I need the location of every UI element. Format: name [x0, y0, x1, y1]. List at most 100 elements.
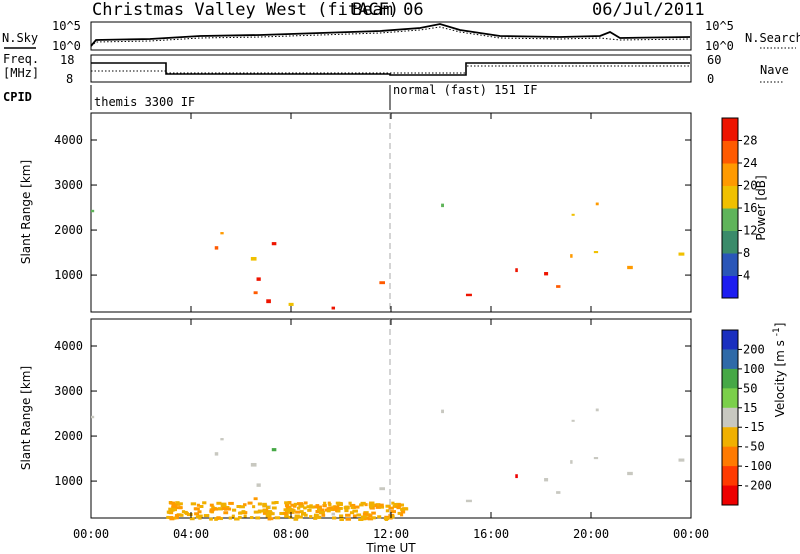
power-echo: [595, 202, 599, 206]
velocity-echo: [243, 503, 247, 507]
velocity-echo: [243, 514, 247, 518]
velocity-echo: [181, 510, 186, 514]
x-tick-label: 04:00: [173, 527, 209, 541]
velocity-echo: [393, 502, 397, 506]
velocity-colorbar-swatch: [722, 388, 738, 409]
velocity-echo: [364, 503, 368, 507]
velocity-echo: [283, 511, 288, 515]
velocity-echo: [377, 515, 382, 519]
velocity-echo: [304, 513, 308, 517]
velocity-echo: [328, 508, 335, 512]
velocity-echo: [266, 511, 272, 515]
nsearch-label: N.Search: [745, 31, 800, 45]
cpid-segment-2: normal (fast) 151 IF: [393, 83, 538, 97]
velocity-echo: [345, 513, 351, 517]
velocity-echo: [175, 501, 180, 505]
velocity-echo: [319, 508, 324, 512]
power-echo: [253, 291, 258, 295]
velocity-echo: [349, 503, 356, 507]
x-tick-label: 12:00: [373, 527, 409, 541]
velocity-echo: [315, 509, 321, 513]
site-title: Christmas Valley West (fitACF): [92, 0, 399, 20]
velocity-echo: [196, 503, 200, 507]
velocity-echo: [169, 508, 175, 512]
nsky-noise-line: [90, 23, 691, 47]
velocity-echo: [209, 503, 214, 507]
velocity-echo: [218, 507, 224, 511]
power-echo: [214, 246, 219, 250]
velocity-colorbar-swatch: [722, 330, 738, 350]
velocity-echo: [274, 500, 279, 504]
velocity-echo: [400, 507, 405, 511]
velocity-echo: [190, 502, 197, 506]
power-colorbar-swatch: [722, 118, 738, 141]
velocity-colorbar-swatch: [722, 407, 738, 428]
velocity-echo: [197, 514, 203, 518]
nsearch-tick-top: 10^5: [705, 19, 734, 33]
power-echo: [570, 254, 573, 258]
velocity-colorbar-swatch: [722, 446, 738, 467]
velocity-echo: [338, 506, 343, 510]
velocity-echo: [169, 517, 175, 521]
velocity-echo: [284, 514, 289, 518]
velocity-echo: [293, 517, 299, 521]
velocity-echo: [284, 501, 290, 505]
velocity-echo: [309, 504, 313, 508]
velocity-echo: [397, 511, 401, 515]
nsearch-tick-bottom: 10^0: [705, 39, 734, 53]
power-echo: [465, 293, 472, 297]
velocity-echo: [224, 505, 230, 509]
velocity-echo: [194, 507, 200, 511]
velocity-echo: [328, 502, 332, 506]
velocity-echo: [228, 501, 234, 505]
velocity-echo: [375, 505, 381, 509]
velocity-echo: [349, 511, 355, 515]
velocity-echo: [257, 510, 262, 514]
velocity-echo: [274, 516, 281, 520]
power-colorbar-tick: 28: [743, 134, 757, 148]
velocity-echo: [390, 510, 396, 514]
velocity-echo: [362, 512, 368, 516]
velocity-echo: [383, 517, 390, 521]
freq-label-2: [MHz]: [3, 66, 39, 80]
velocity-echo: [344, 509, 349, 513]
velocity-echo: [238, 515, 242, 519]
velocity-echo: [221, 507, 226, 511]
velocity-echo: [250, 462, 257, 467]
cpid-label: CPID: [3, 90, 32, 104]
velocity-echo: [288, 515, 293, 519]
velocity-echo: [291, 510, 295, 514]
power-echo: [441, 203, 445, 208]
power-echo: [593, 251, 599, 254]
freq-tick-bottom: 8: [66, 72, 73, 86]
power-colorbar-swatch: [722, 163, 738, 186]
velocity-echo: [398, 503, 405, 507]
velocity-echo: [360, 515, 367, 519]
velocity-echo: [389, 515, 395, 519]
velocity-colorbar-tick: 200: [743, 342, 765, 356]
velocity-echo: [379, 503, 384, 507]
velocity-colorbar-swatch: [722, 427, 738, 448]
nave-tick-top: 60: [707, 53, 721, 67]
velocity-echo: [296, 502, 301, 506]
velocity-echo: [307, 508, 312, 512]
velocity-echo: [356, 513, 362, 517]
velocity-echo: [262, 511, 269, 515]
velocity-echo: [174, 516, 179, 520]
velocity-colorbar-tick: 15: [743, 401, 757, 415]
velocity-echo: [253, 497, 258, 501]
velocity-echo: [333, 505, 340, 509]
velocity-echo: [350, 505, 356, 509]
velocity-echo: [515, 474, 518, 479]
velocity-echo: [285, 508, 289, 512]
power-echo: [331, 306, 336, 310]
velocity-echo: [199, 504, 204, 508]
y-tick-label: 1000: [54, 474, 83, 488]
velocity-echo: [220, 438, 224, 441]
power-echo: [571, 213, 575, 216]
velocity-echo: [194, 512, 199, 516]
velocity-echo: [216, 501, 222, 505]
velocity-echo: [371, 516, 376, 520]
velocity-echo: [375, 503, 381, 507]
velocity-echo: [385, 504, 391, 508]
